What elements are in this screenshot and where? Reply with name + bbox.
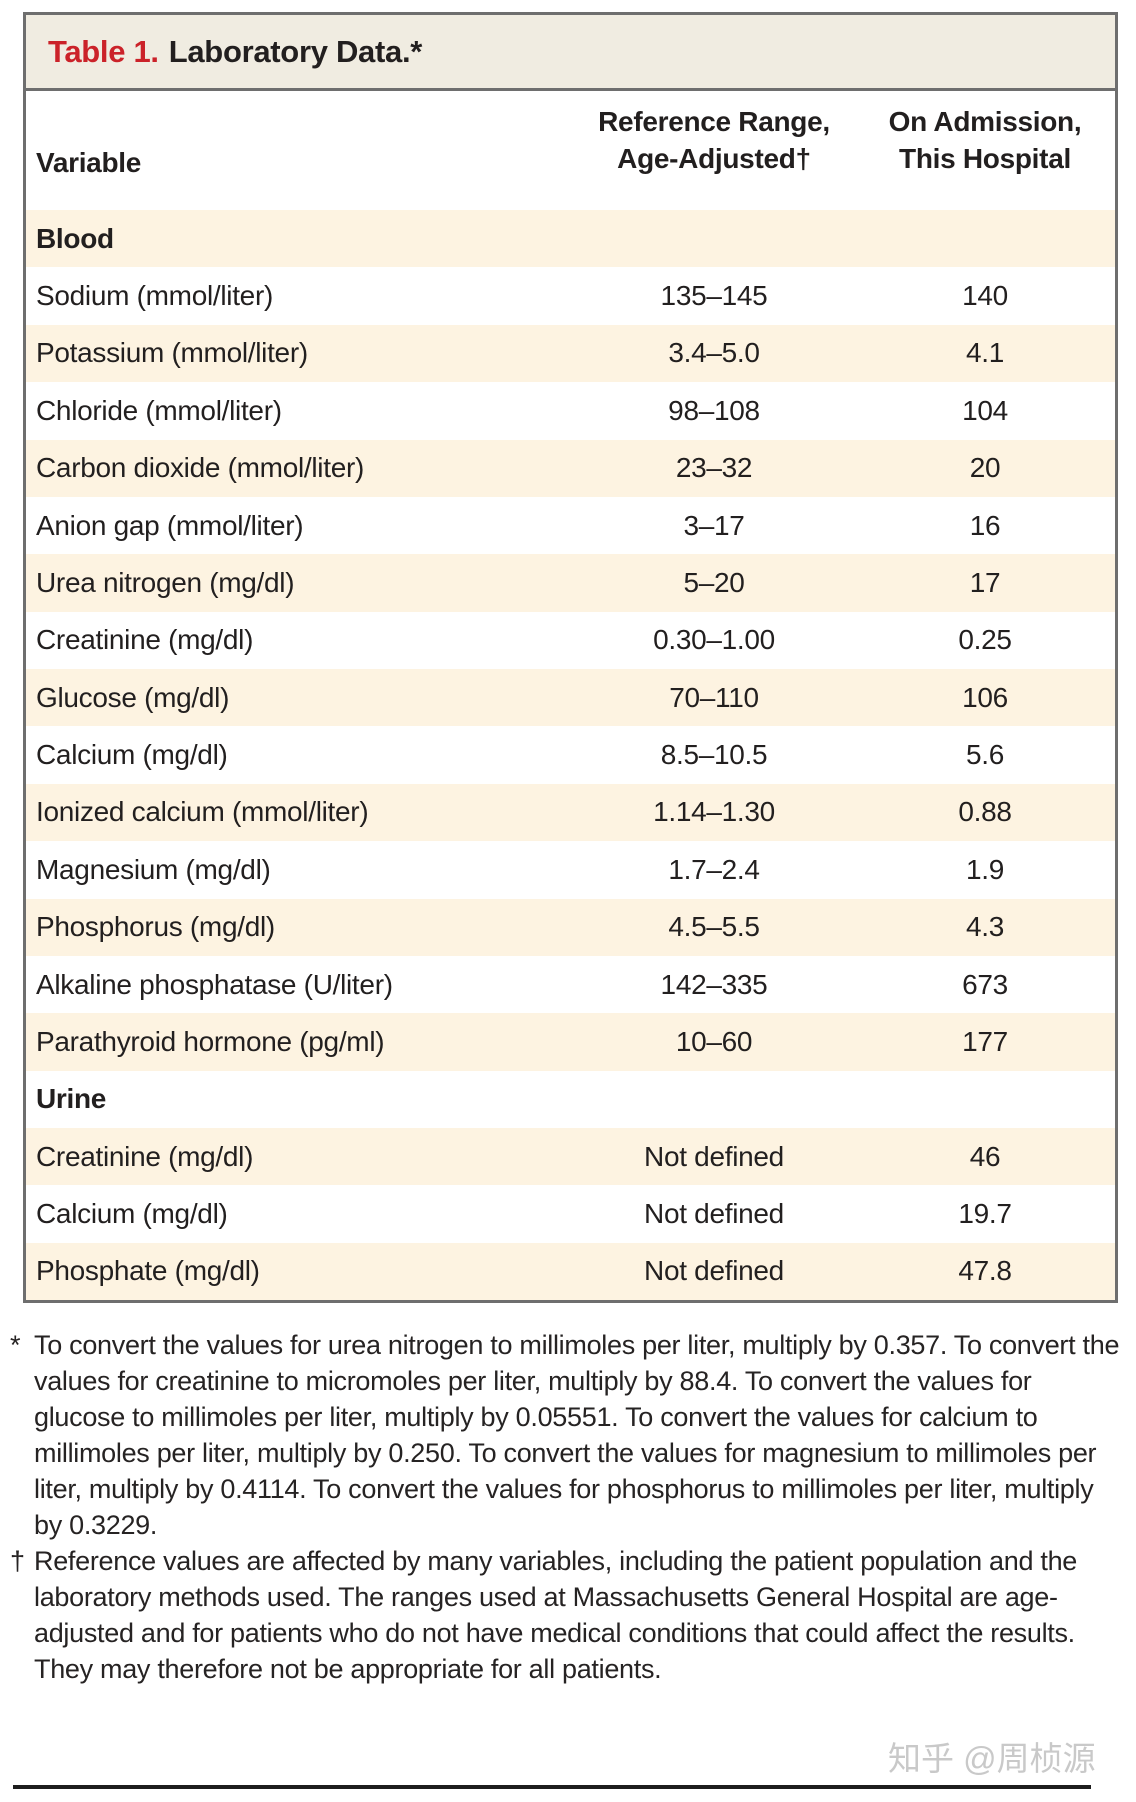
column-header-on-admission: On Admission, This Hospital (845, 103, 1125, 177)
table-row: Creatinine (mg/dl) Not defined 46 (26, 1128, 1115, 1186)
row-admission-value: 4.3 (965, 911, 1005, 943)
table-rows: Blood Sodium (mmol/liter) 135–145 140 Potass… (26, 210, 1115, 1301)
on-admission-line2: This Hospital (899, 143, 1071, 174)
row-variable: Calcium (mg/dl) (36, 1198, 228, 1230)
row-variable: Urea nitrogen (mg/dl) (36, 566, 295, 598)
table-footnotes: * To convert the values for urea nitroge… (10, 1327, 1124, 1687)
row-admission-value: 4.1 (965, 337, 1005, 369)
reference-range-line2: Age-Adjusted† (617, 143, 811, 174)
row-admission-value: 140 (962, 280, 1008, 312)
row-variable: Alkaline phosphatase (U/liter) (36, 968, 393, 1000)
on-admission-line1: On Admission, (888, 106, 1082, 137)
row-variable: Anion gap (mmol/liter) (36, 509, 304, 541)
table-row: Calcium (mg/dl) Not defined 19.7 (26, 1185, 1115, 1243)
table-row: Alkaline phosphatase (U/liter) 142–335 673 (26, 955, 1115, 1014)
row-admission-value: 177 (962, 1025, 1008, 1057)
table-row: Parathyroid hormone (pg/ml) 10–60 177 (26, 1013, 1115, 1071)
bottom-rule (13, 1785, 1091, 1789)
row-reference-range: 10–60 (675, 1025, 753, 1057)
row-reference-range: 1.7–2.4 (668, 853, 760, 885)
row-reference-range: 142–335 (660, 968, 768, 1000)
footnote-text: To convert the values for urea nitrogen … (34, 1330, 1120, 1540)
table-row: Chloride (mmol/liter) 98–108 104 (26, 382, 1115, 440)
row-reference-range: Not defined (644, 1255, 784, 1287)
row-admission-value: 20 (969, 452, 1001, 484)
section-label: Urine (36, 1083, 107, 1115)
watermark: 知乎 @周桢源 (888, 1740, 1096, 1777)
row-variable: Potassium (mmol/liter) (36, 337, 308, 369)
table-row: Potassium (mmol/liter) 3.4–5.0 4.1 (26, 324, 1115, 383)
row-reference-range: 3–17 (683, 509, 745, 541)
table-row: Sodium (mmol/liter) 135–145 140 (26, 267, 1115, 325)
row-reference-range: 4.5–5.5 (668, 911, 760, 943)
table-row: Creatinine (mg/dl) 0.30–1.00 0.25 (26, 611, 1115, 669)
table-row: Ionized calcium (mmol/liter) 1.14–1.30 0.8… (26, 783, 1115, 842)
section-row: Blood (26, 210, 1115, 268)
table-row: Anion gap (mmol/liter) 3–17 16 (26, 496, 1115, 555)
footnote-dagger: † Reference values are affected by many … (10, 1543, 1124, 1687)
row-variable: Glucose (mg/dl) (36, 681, 230, 713)
table-row: Glucose (mg/dl) 70–110 106 (26, 669, 1115, 727)
row-reference-range: 3.4–5.0 (668, 337, 760, 369)
table-row: Phosphorus (mg/dl) 4.5–5.5 4.3 (26, 898, 1115, 956)
row-variable: Chloride (mmol/liter) (36, 394, 282, 426)
table-row: Urea nitrogen (mg/dl) 5–20 17 (26, 554, 1115, 612)
row-variable: Parathyroid hormone (pg/ml) (36, 1025, 385, 1057)
row-reference-range: 1.14–1.30 (653, 796, 775, 828)
row-admission-value: 46 (969, 1140, 1001, 1172)
footnote-asterisk: * To convert the values for urea nitroge… (10, 1327, 1124, 1543)
table-row: Carbon dioxide (mmol/liter) 23–32 20 (26, 439, 1115, 497)
row-reference-range: Not defined (644, 1198, 784, 1230)
column-header-variable: Variable (36, 147, 142, 178)
table-header-row: Variable Reference Range, Age-Adjusted† O… (26, 91, 1115, 210)
row-variable: Carbon dioxide (mmol/liter) (36, 452, 365, 484)
table-row: Calcium (mg/dl) 8.5–10.5 5.6 (26, 726, 1115, 784)
row-reference-range: 98–108 (668, 394, 760, 426)
row-admission-value: 47.8 (958, 1255, 1012, 1287)
row-admission-value: 16 (969, 509, 1001, 541)
section-row: Urine (26, 1070, 1115, 1128)
table-number-label: Table 1. (48, 33, 159, 69)
row-reference-range: 5–20 (683, 566, 745, 598)
footnote-text: Reference values are affected by many va… (34, 1546, 1078, 1684)
row-variable: Ionized calcium (mmol/liter) (36, 796, 369, 828)
row-reference-range: Not defined (644, 1140, 784, 1172)
row-admission-value: 1.9 (965, 853, 1005, 885)
row-reference-range: 0.30–1.00 (653, 624, 775, 656)
row-admission-value: 673 (962, 968, 1008, 1000)
row-reference-range: 135–145 (660, 280, 768, 312)
row-variable: Sodium (mmol/liter) (36, 280, 274, 312)
row-reference-range: 8.5–10.5 (660, 739, 768, 771)
table-title-text: Laboratory Data.* (168, 33, 423, 69)
section-label: Blood (36, 222, 114, 254)
row-admission-value: 19.7 (958, 1198, 1012, 1230)
laboratory-data-table: Table 1. Laboratory Data.* Variable Refe… (23, 12, 1118, 1303)
footnote-marker: * (10, 1330, 21, 1360)
row-admission-value: 5.6 (965, 739, 1005, 771)
row-admission-value: 0.25 (958, 624, 1012, 656)
table-row: Magnesium (mg/dl) 1.7–2.4 1.9 (26, 841, 1115, 899)
row-variable: Calcium (mg/dl) (36, 739, 228, 771)
row-variable: Creatinine (mg/dl) (36, 624, 254, 656)
row-admission-value: 17 (969, 566, 1001, 598)
table-title-bar: Table 1. Laboratory Data.* (26, 15, 1115, 91)
row-admission-value: 0.88 (958, 796, 1012, 828)
column-header-reference-range: Reference Range, Age-Adjusted† (544, 103, 884, 177)
row-admission-value: 104 (962, 394, 1008, 426)
table-row: Phosphate (mg/dl) Not defined 47.8 (26, 1242, 1115, 1301)
row-variable: Phosphorus (mg/dl) (36, 911, 275, 943)
footnote-marker: † (10, 1546, 25, 1576)
row-admission-value: 106 (962, 681, 1008, 713)
row-reference-range: 23–32 (675, 452, 753, 484)
row-variable: Magnesium (mg/dl) (36, 853, 271, 885)
row-variable: Phosphate (mg/dl) (36, 1255, 260, 1287)
row-reference-range: 70–110 (669, 681, 759, 713)
row-variable: Creatinine (mg/dl) (36, 1140, 254, 1172)
reference-range-line1: Reference Range, (598, 106, 830, 137)
